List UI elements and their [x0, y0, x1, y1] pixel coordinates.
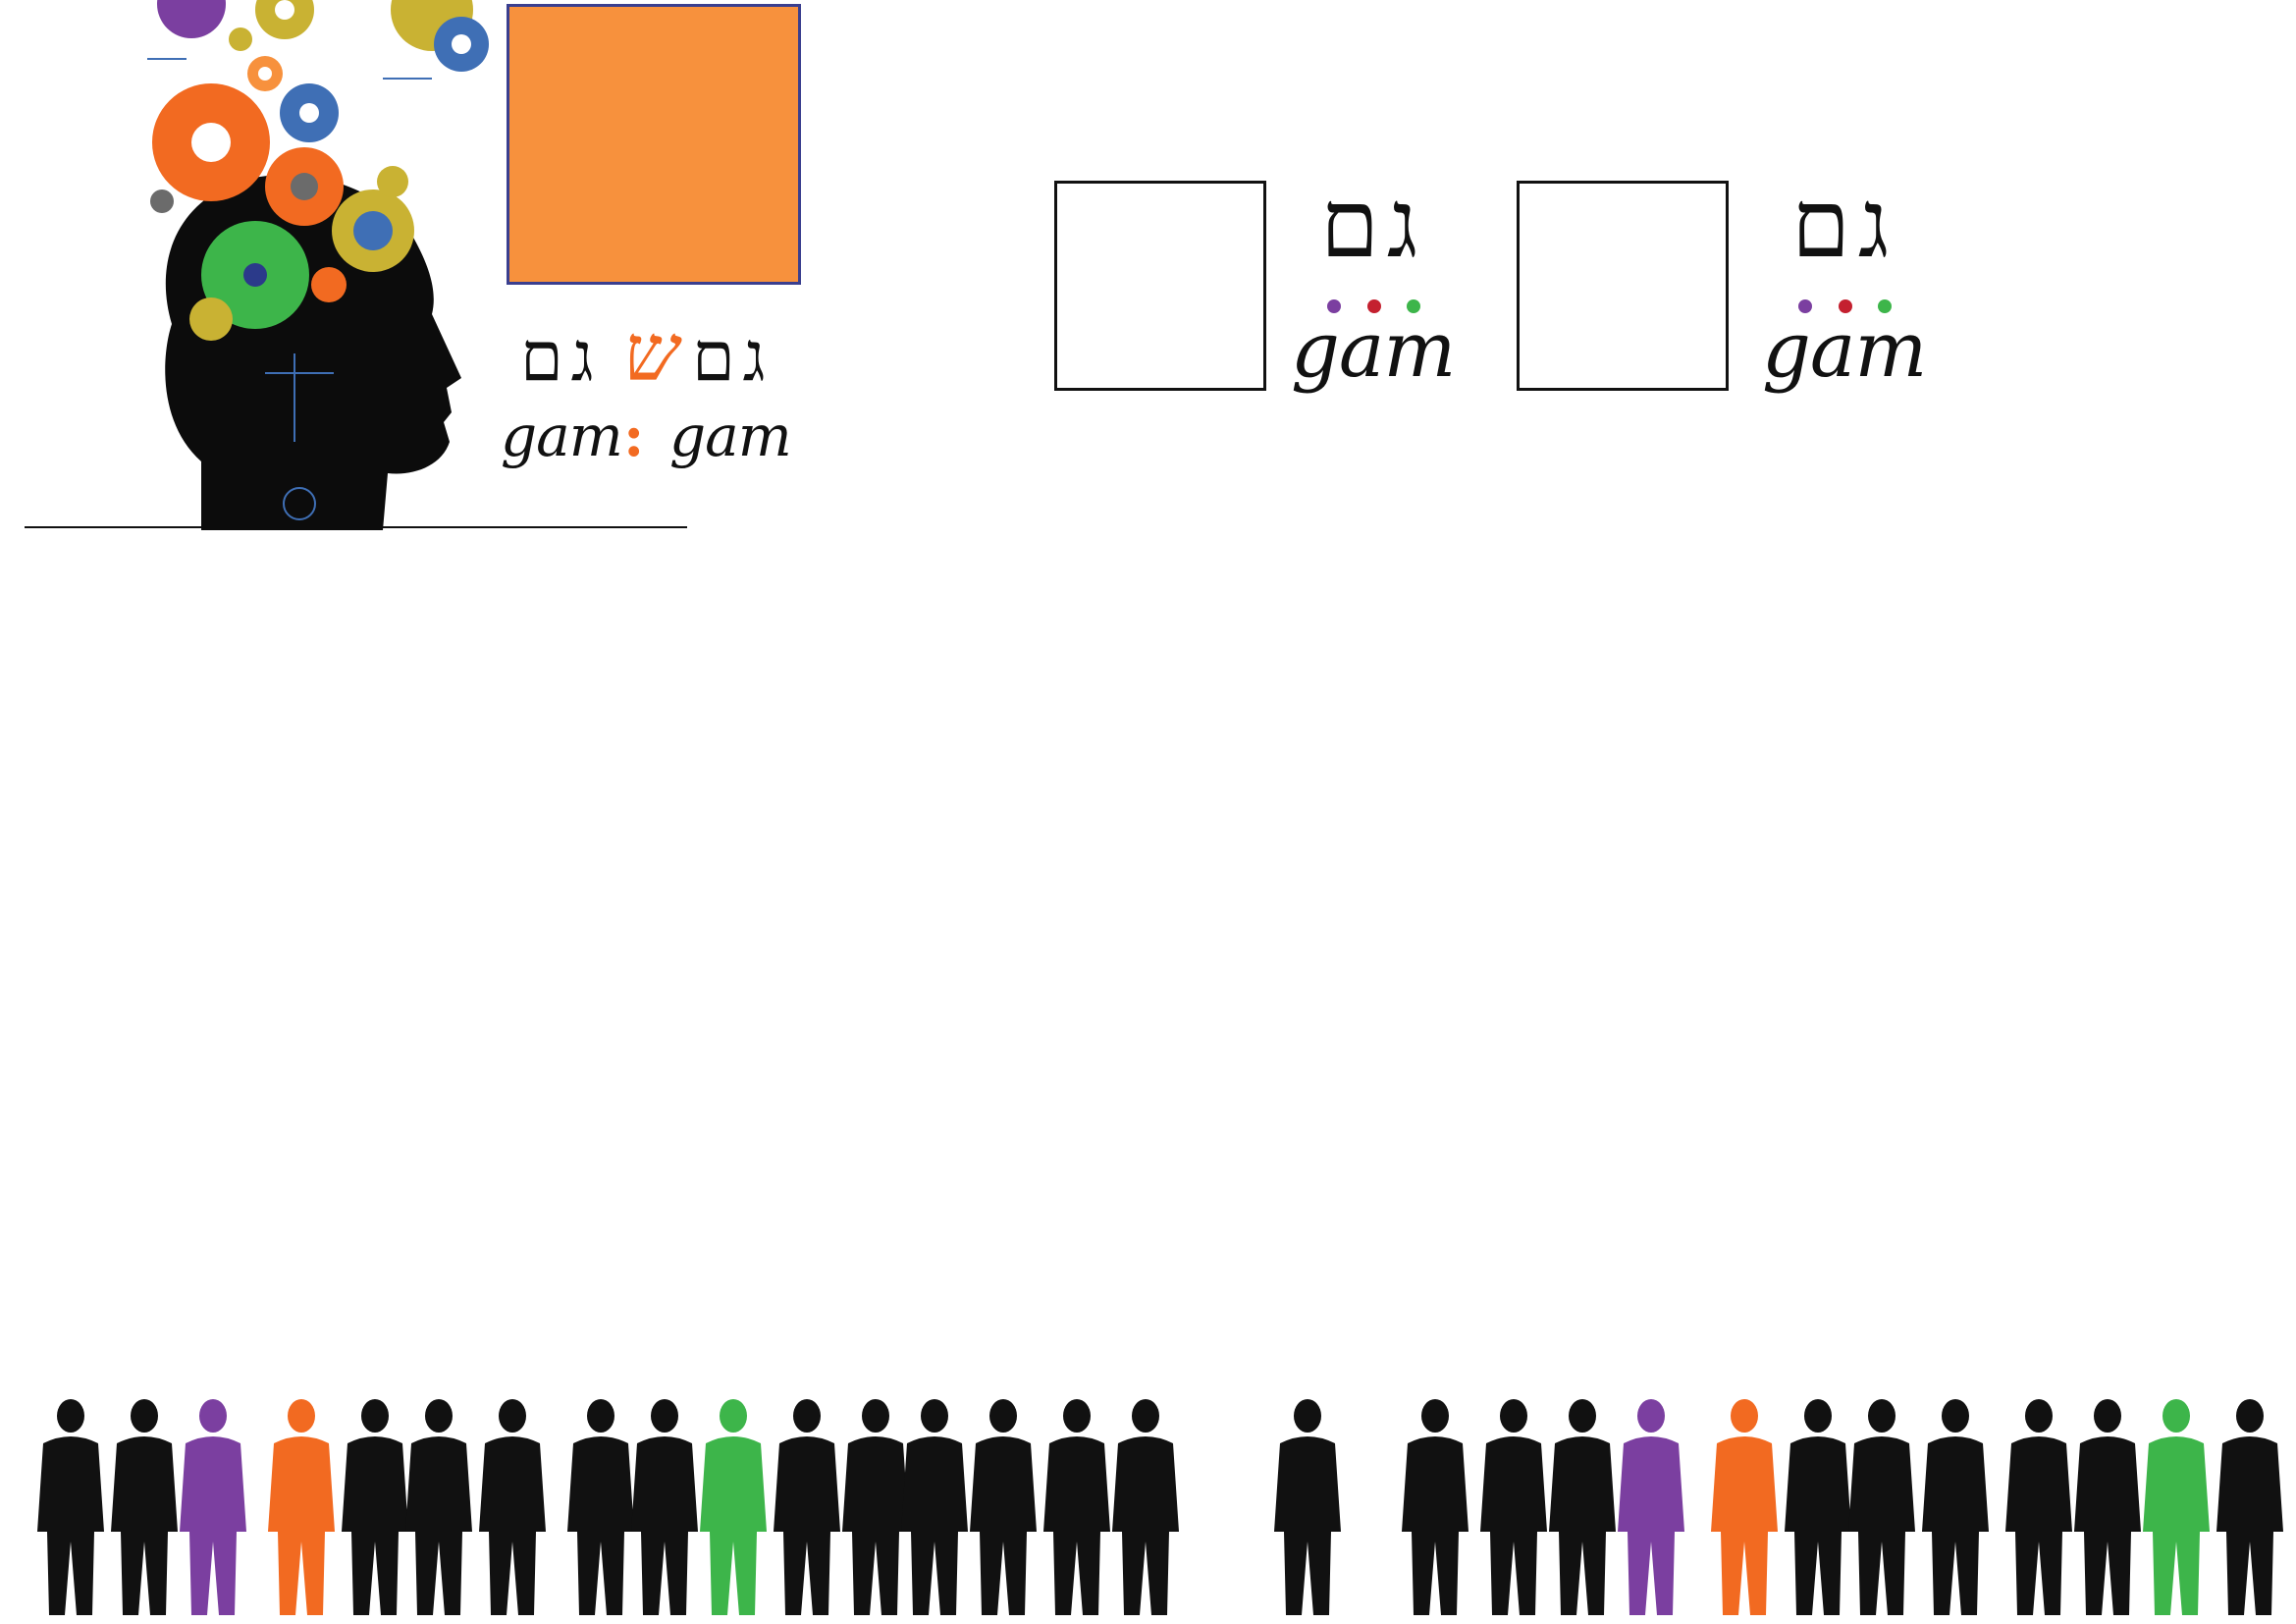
gears-head-illustration	[25, 0, 687, 530]
logo-main: גם ש גם gam : gam	[501, 307, 815, 491]
people-silhouettes	[37, 1399, 2283, 1615]
person-silhouette	[700, 1399, 767, 1615]
person-silhouette	[567, 1399, 634, 1615]
logo-main-hebrew-right: גם	[692, 316, 774, 397]
logo-a-hebrew: גם	[1320, 169, 1426, 279]
logo-a-box	[1054, 181, 1266, 391]
person-silhouette	[2216, 1399, 2283, 1615]
logo-b-dot-purple	[1798, 299, 1812, 313]
person-silhouette	[1480, 1399, 1547, 1615]
logo-b-box	[1517, 181, 1729, 391]
person-silhouette	[1549, 1399, 1616, 1615]
person-silhouette	[1274, 1399, 1341, 1615]
person-silhouette	[268, 1399, 335, 1615]
person-silhouette	[842, 1399, 909, 1615]
person-silhouette	[479, 1399, 546, 1615]
logo-main-latin-right: gam	[669, 403, 792, 469]
logo-main-hebrew-mid: ש	[623, 307, 687, 399]
logo-b-dot-green	[1878, 299, 1892, 313]
logo-main-hebrew-left: גם	[520, 316, 602, 397]
logo-a-dot-purple	[1327, 299, 1341, 313]
person-silhouette	[180, 1399, 246, 1615]
person-silhouette	[901, 1399, 968, 1615]
logo-b-latin: gam	[1762, 306, 1927, 395]
person-silhouette	[111, 1399, 178, 1615]
person-silhouette	[1402, 1399, 1468, 1615]
person-silhouette	[774, 1399, 840, 1615]
person-silhouette	[1043, 1399, 1110, 1615]
logo-a-dot-green	[1407, 299, 1420, 313]
person-silhouette	[1785, 1399, 1851, 1615]
person-silhouette	[1112, 1399, 1179, 1615]
person-silhouette	[1618, 1399, 1684, 1615]
logo-main-separator: :	[623, 403, 644, 469]
logo-b-hebrew: גם	[1791, 169, 1897, 279]
person-silhouette	[1848, 1399, 1915, 1615]
logo-b-dot-red	[1839, 299, 1852, 313]
orange-square	[507, 4, 801, 285]
person-silhouette	[405, 1399, 472, 1615]
person-silhouette	[631, 1399, 698, 1615]
person-silhouette	[2005, 1399, 2072, 1615]
person-silhouette	[1711, 1399, 1778, 1615]
person-silhouette	[37, 1399, 104, 1615]
person-silhouette	[1922, 1399, 1989, 1615]
person-silhouette	[2074, 1399, 2141, 1615]
logo-a-dot-red	[1367, 299, 1381, 313]
logo-main-latin-left: gam	[501, 403, 623, 469]
person-silhouette	[342, 1399, 408, 1615]
person-silhouette	[970, 1399, 1037, 1615]
person-silhouette	[2143, 1399, 2210, 1615]
logo-a-latin: gam	[1291, 306, 1456, 395]
